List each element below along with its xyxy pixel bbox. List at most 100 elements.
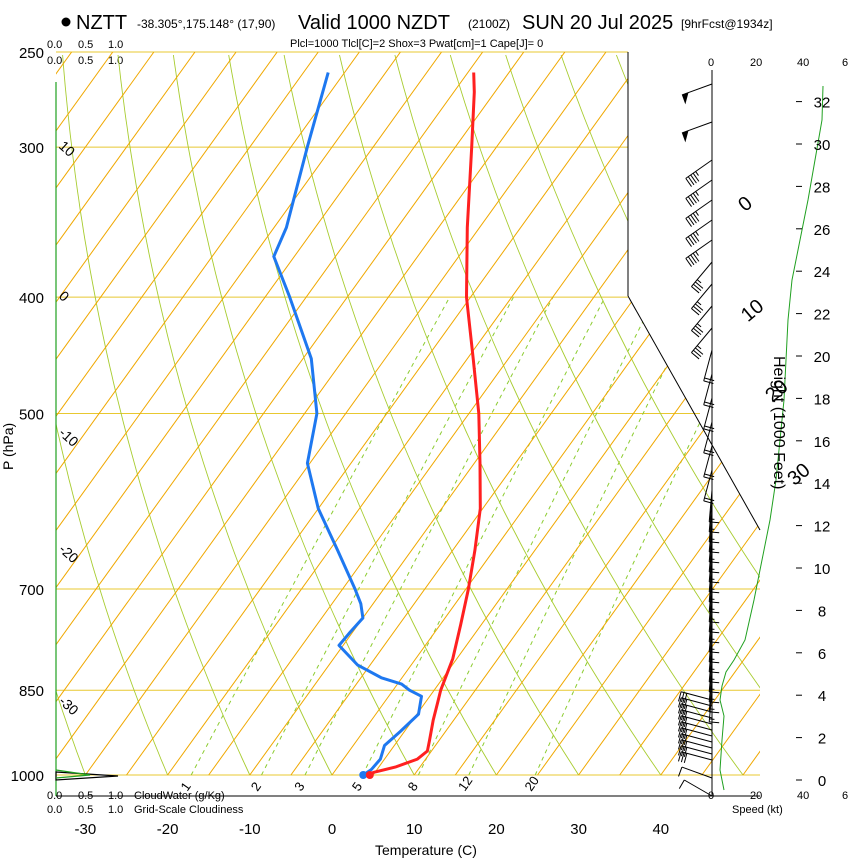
surface-temperature-marker xyxy=(365,771,374,779)
pressure-label-500: 500 xyxy=(19,407,44,424)
speed-tick-top-0: 0 xyxy=(708,57,714,69)
wind-barb-feather xyxy=(694,281,704,289)
wind-barb-feather xyxy=(680,716,685,727)
wind-barb-feather xyxy=(678,751,682,762)
pressure-label-700: 700 xyxy=(19,582,44,599)
wind-barb-feather xyxy=(703,380,714,384)
wind-barb xyxy=(681,121,713,134)
wind-barb-feather xyxy=(680,704,685,715)
wind-barb-feather xyxy=(692,192,700,202)
height-tick-label: 4 xyxy=(818,688,826,705)
wind-barb xyxy=(691,305,713,331)
dry-adiabat xyxy=(671,54,760,776)
wind-barb-feather xyxy=(683,711,688,722)
temp-tick-label: 20 xyxy=(488,821,505,838)
wind-barb-feather xyxy=(704,497,715,502)
wind-barb-feather xyxy=(696,323,702,328)
isotherm-label: -10 xyxy=(56,424,82,450)
wind-barb-feather xyxy=(694,303,704,311)
wind-barb-feather xyxy=(678,721,682,732)
wind-barb-feather xyxy=(696,345,702,350)
wind-barb-feather xyxy=(680,740,685,751)
surface-dewpoint-marker xyxy=(359,771,368,779)
wind-barb xyxy=(691,261,713,287)
wind-barb-feather xyxy=(693,283,702,292)
isotherm-label: 30 xyxy=(783,459,814,490)
height-tick-label: 0 xyxy=(818,773,826,790)
wind-barb xyxy=(703,397,713,430)
wind-barb xyxy=(680,727,713,737)
dry-adiabat xyxy=(228,54,497,776)
isotherm-label: 10 xyxy=(737,295,768,326)
wind-barb xyxy=(691,327,713,353)
wind-barb-feather xyxy=(693,349,702,358)
wind-barb-feather xyxy=(695,191,699,196)
isotherm-label: -20 xyxy=(56,541,82,567)
isotherm-label: 0 xyxy=(734,192,757,216)
wind-barb-feather xyxy=(678,727,682,738)
wind-barb-feather xyxy=(692,252,700,262)
dry-adiabat xyxy=(449,54,760,776)
wind-barb-feather xyxy=(704,401,715,406)
speed-tick-bottom-1: 20 xyxy=(750,790,762,802)
station-coords: -38.305°,175.148° (17,90) xyxy=(137,17,275,31)
wind-barb-feather xyxy=(683,729,688,740)
isotherm xyxy=(578,52,760,776)
wind-barb-feather xyxy=(685,258,692,267)
wind-barb-feather xyxy=(703,428,714,432)
wind-barb-feather xyxy=(678,715,682,726)
isotherm xyxy=(56,52,278,776)
wind-barb-feather xyxy=(704,449,715,454)
wind-barb-feather xyxy=(678,733,682,744)
wind-barb xyxy=(680,745,713,755)
wind-barb-feather xyxy=(680,746,685,757)
wind-barb xyxy=(681,83,713,96)
isotherm xyxy=(56,52,484,776)
speed-tick-bottom-2: 40 xyxy=(797,790,809,802)
wind-barb-feather xyxy=(693,327,702,336)
isotherm xyxy=(56,52,525,776)
wind-barb-feather xyxy=(687,256,695,266)
height-tick-label: 18 xyxy=(814,391,831,408)
isotherm xyxy=(56,52,319,776)
height-tick-label: 22 xyxy=(814,307,831,324)
wind-barb xyxy=(708,539,713,572)
wind-barb xyxy=(703,421,713,454)
cloudwater-tick-top-0: 0.0 xyxy=(47,39,62,51)
mixing-ratio-line xyxy=(261,296,514,776)
isotherm xyxy=(660,52,760,776)
wind-barb-feather xyxy=(678,766,683,777)
wind-barb-feather xyxy=(687,236,695,246)
temp-tick-label: 40 xyxy=(652,821,669,838)
isotherm xyxy=(84,52,607,776)
tropo-edge xyxy=(627,295,761,531)
wind-barb xyxy=(691,283,713,309)
wind-barb-feather xyxy=(691,286,700,294)
wind-barb-feather xyxy=(683,735,688,746)
temperature-profile xyxy=(368,72,482,777)
isotherm xyxy=(56,52,401,776)
wind-barb-feather xyxy=(680,710,685,721)
temperature-tick-labels: -30 -20 -10 0 10 20 30 40 xyxy=(75,821,670,838)
isotherm-label: 10 xyxy=(56,137,78,159)
wind-barb-feather xyxy=(683,717,688,728)
wind-barb-flag xyxy=(681,92,689,105)
cloudiness-tick-bottom-0: 0.0 xyxy=(47,804,62,816)
wind-barb-feather xyxy=(685,238,692,247)
wind-barb xyxy=(708,579,713,612)
isotherm xyxy=(167,52,689,776)
wind-barb-feather xyxy=(680,722,685,733)
wind-barb-feather xyxy=(678,703,682,714)
wind-barb xyxy=(708,569,713,602)
temp-tick-label: 0 xyxy=(328,821,336,838)
cloudiness-tick-top-0: 0.0 xyxy=(47,55,62,67)
wind-barb xyxy=(708,499,713,532)
isotherm xyxy=(413,52,760,776)
temp-tick-label: -10 xyxy=(239,821,261,838)
wind-barb-feather xyxy=(690,174,697,184)
height-tick-label: 30 xyxy=(814,137,831,154)
wind-barb xyxy=(708,679,713,712)
dry-adiabat xyxy=(394,54,744,776)
isotherm xyxy=(331,52,760,776)
wind-barb-feather xyxy=(692,172,700,182)
